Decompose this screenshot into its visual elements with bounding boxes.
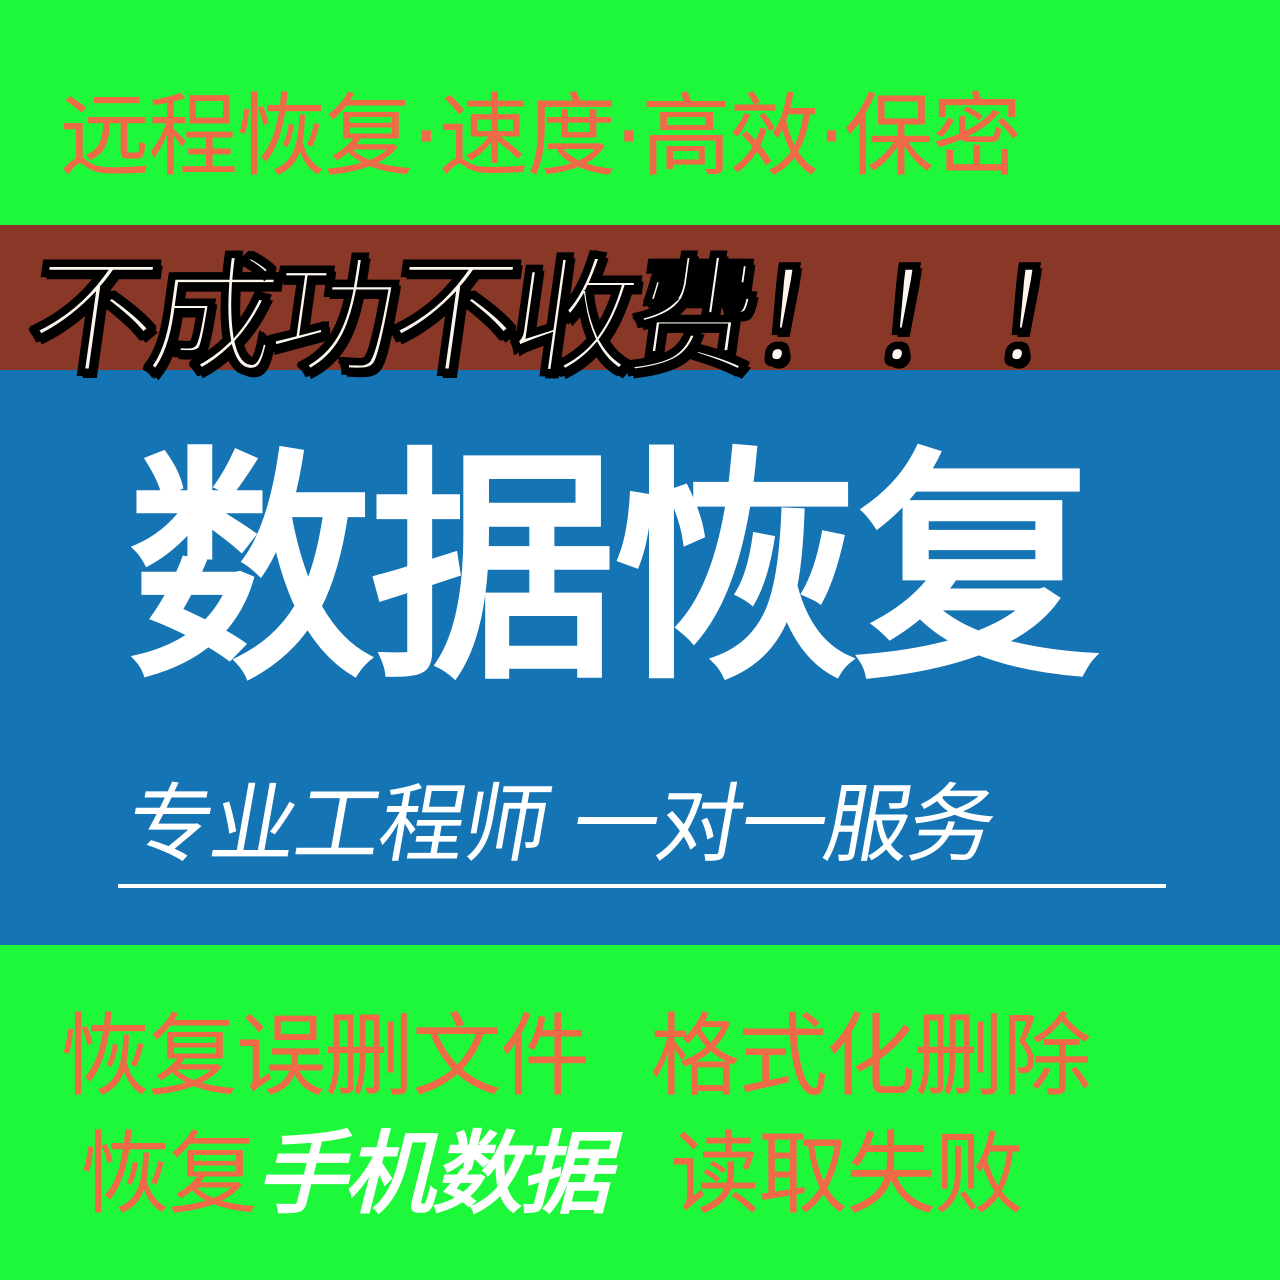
service-recover-deleted-files: 恢复误删文件: [60, 1004, 590, 1109]
service-format-deletion: 格式化删除: [650, 1004, 1092, 1109]
headline-no-success-no-fee: 不成功不收费！！！: [18, 243, 1122, 395]
service-recover-prefix: 恢复: [80, 1122, 258, 1227]
top-tagline: 远程恢复·速度·高效·保密: [60, 84, 1022, 189]
main-title: 数据恢复: [128, 428, 1100, 714]
top-banner: [0, 0, 1280, 225]
subtitle-underline: [118, 884, 1166, 888]
headline-banner: [0, 225, 1280, 370]
subtitle: 专业工程师 一对一服务: [119, 775, 1003, 875]
main-banner: [0, 370, 1280, 945]
service-phone-data: 手机数据: [256, 1122, 610, 1227]
service-row-2: 恢复手机数据 读取失败: [80, 1130, 1024, 1220]
service-read-failure: 读取失败: [670, 1122, 1024, 1227]
service-row-1: 恢复误删文件 格式化删除: [60, 1012, 1092, 1102]
bottom-banner: [0, 945, 1280, 1280]
